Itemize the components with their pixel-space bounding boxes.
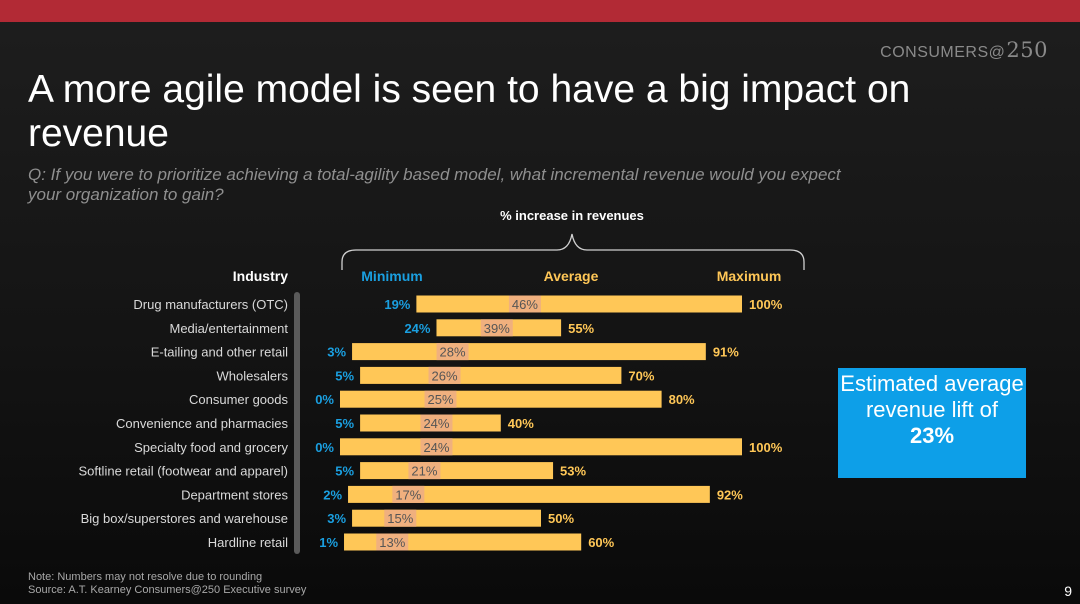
chart-brace	[341, 233, 805, 270]
rounding-note: Note: Numbers may not resolve due to rou…	[28, 571, 263, 583]
average-highlight	[420, 438, 453, 456]
average-label: 46%	[512, 297, 538, 312]
category-label: E-tailing and other retail	[151, 345, 288, 360]
maximum-label: 80%	[669, 392, 695, 407]
estimated-lift-callout: Estimated average revenue lift of 23%	[838, 368, 1026, 478]
average-label: 15%	[387, 511, 413, 526]
average-highlight	[436, 343, 469, 361]
top-accent-bar	[0, 0, 1080, 22]
maximum-label: 50%	[548, 511, 574, 526]
average-highlight	[428, 366, 461, 384]
category-label: Hardline retail	[208, 535, 288, 550]
page-number: 9	[1064, 583, 1072, 599]
maximum-label: 70%	[628, 368, 654, 383]
callout-value: 23%	[909, 423, 955, 448]
average-highlight	[408, 462, 441, 480]
maximum-label: 60%	[588, 535, 614, 550]
average-highlight	[392, 485, 425, 503]
minimum-label: 5%	[335, 368, 354, 383]
maximum-label: 92%	[717, 487, 743, 502]
range-bar	[352, 343, 706, 361]
average-highlight	[384, 509, 417, 527]
minimum-label: 24%	[404, 321, 430, 336]
maximum-header: Maximum	[717, 268, 782, 284]
category-label: Softline retail (footwear and apparel)	[78, 464, 288, 479]
category-label: Wholesalers	[216, 368, 288, 383]
minimum-label: 3%	[327, 345, 346, 360]
average-label: 24%	[423, 416, 449, 431]
minimum-label: 5%	[335, 416, 354, 431]
category-label: Department stores	[181, 487, 288, 502]
range-bar	[340, 438, 742, 456]
average-highlight	[508, 295, 541, 313]
average-highlight	[420, 414, 453, 432]
average-label: 24%	[423, 440, 449, 455]
range-bar	[360, 366, 622, 384]
minimum-label: 1%	[319, 535, 338, 550]
average-label: 17%	[395, 487, 421, 502]
maximum-label: 55%	[568, 321, 594, 336]
range-bar	[416, 295, 742, 313]
maximum-label: 91%	[713, 345, 739, 360]
category-label: Media/entertainment	[169, 321, 288, 336]
average-highlight	[480, 319, 513, 337]
minimum-label: 5%	[335, 464, 354, 479]
industry-header: Industry	[233, 268, 288, 284]
source-note: Source: A.T. Kearney Consumers@250 Execu…	[28, 584, 307, 596]
callout-text: Estimated average revenue lift of	[840, 371, 1024, 422]
chart-title: % increase in revenues	[500, 208, 644, 223]
range-bar	[360, 462, 554, 480]
average-label: 21%	[411, 464, 437, 479]
maximum-label: 53%	[560, 464, 586, 479]
category-label: Specialty food and grocery	[134, 440, 288, 455]
chart-rows: Drug manufacturers (OTC) 46% 19% 100% Media/…	[78, 295, 783, 551]
axis-separator	[294, 292, 300, 554]
maximum-label: 40%	[508, 416, 534, 431]
footnote: Note: Numbers may not resolve due to rou…	[28, 571, 306, 597]
average-label: 25%	[427, 392, 453, 407]
category-label: Consumer goods	[189, 392, 288, 407]
brand-logo: CONSUMERS@250	[880, 38, 1048, 62]
survey-question: Q: If you were to prioritize achieving a…	[28, 165, 841, 204]
minimum-label: 2%	[323, 487, 342, 502]
minimum-label: 0%	[315, 392, 334, 407]
category-label: Drug manufacturers (OTC)	[133, 297, 288, 312]
average-highlight	[424, 390, 457, 408]
category-label: Convenience and pharmacies	[116, 416, 288, 431]
minimum-label: 3%	[327, 511, 346, 526]
average-highlight	[376, 533, 409, 551]
maximum-label: 100%	[749, 297, 783, 312]
minimum-label: 19%	[384, 297, 410, 312]
minimum-label: 0%	[315, 440, 334, 455]
average-label: 39%	[484, 321, 510, 336]
range-bar	[352, 509, 541, 527]
average-label: 26%	[432, 368, 458, 383]
range-bar	[348, 485, 710, 503]
maximum-label: 100%	[749, 440, 783, 455]
average-label: 13%	[379, 535, 405, 550]
average-label: 28%	[440, 345, 466, 360]
category-label: Big box/superstores and warehouse	[81, 511, 288, 526]
minimum-header: Minimum	[361, 268, 422, 284]
average-header: Average	[544, 268, 599, 284]
page-title: A more agile model is seen to have a big…	[28, 68, 911, 155]
range-bar	[340, 390, 662, 408]
